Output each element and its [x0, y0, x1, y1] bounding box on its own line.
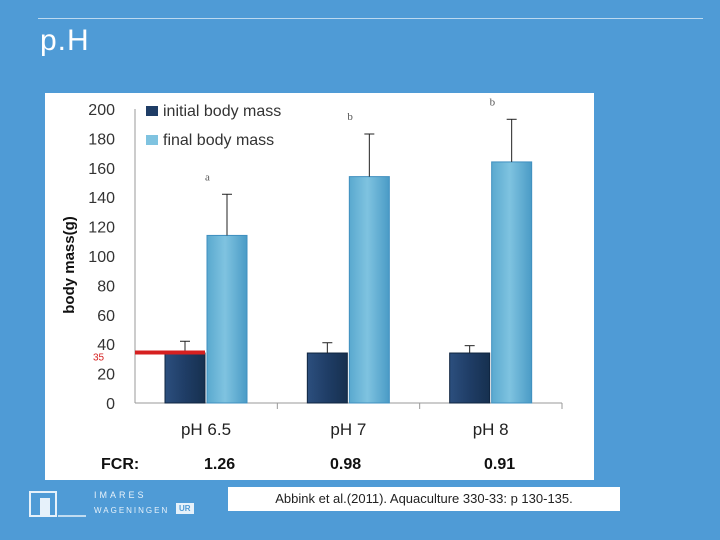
bar-chart: body mass(g) initial body mass final bod…: [61, 96, 563, 439]
y-tick-label: 80: [97, 278, 115, 295]
x-tick-label: pH 8: [473, 420, 509, 439]
bar-initial: [306, 352, 348, 404]
fcr-value-ph8: 0.91: [484, 456, 516, 473]
y-tick-label: 40: [97, 337, 115, 354]
y-tick-label: 60: [97, 308, 115, 325]
slide-title: p.H: [40, 24, 90, 57]
fcr-label: FCR:: [101, 456, 140, 473]
logo-name: IMARES: [94, 490, 147, 500]
legend-label-final: final body mass: [163, 132, 274, 149]
bar-initial: [449, 352, 491, 404]
significance-letter: a: [205, 171, 210, 183]
x-tick-label: pH 7: [330, 420, 366, 439]
y-tick-label: 120: [88, 220, 115, 237]
y-axis-label: body mass(g): [61, 216, 78, 314]
significance-letter: b: [490, 96, 496, 108]
x-tick-label: pH 6.5: [181, 420, 231, 439]
y-tick-label: 20: [97, 367, 115, 384]
bar-final: [348, 176, 390, 404]
logo-badge: UR: [176, 503, 194, 514]
fcr-value-ph7: 0.98: [330, 456, 362, 473]
y-tick-label: 200: [88, 102, 115, 119]
fcr-value-ph65: 1.26: [204, 456, 236, 473]
bar-final: [206, 234, 248, 404]
y-tick-label: 100: [88, 249, 115, 266]
y-tick-label: 140: [88, 190, 115, 207]
legend-label-initial: initial body mass: [163, 103, 281, 120]
y-tick-label: 0: [106, 396, 115, 413]
legend-swatch-final: [146, 135, 158, 145]
plot-area: 0 20 40 60 80 100 120 140 160 180 200 pH 6.5 a pH 7 b p…: [88, 96, 563, 439]
y-tick-label: 160: [88, 161, 115, 178]
legend-swatch-initial: [146, 106, 158, 116]
citation: Abbink et al.(2011). Aquaculture 330-33:…: [228, 487, 620, 511]
imares-logo: IMARES WAGENINGEN UR: [28, 486, 200, 522]
logo-sub: WAGENINGEN: [94, 506, 170, 515]
significance-letter: b: [347, 111, 353, 123]
bar-final: [491, 161, 533, 404]
chart-panel: body mass(g) initial body mass final bod…: [45, 93, 594, 480]
y-tick-label: 180: [88, 131, 115, 148]
reference-line-label: 35: [93, 353, 105, 364]
logo-mark-icon: [29, 491, 86, 517]
title-underline: [38, 18, 703, 19]
bar-initial: [164, 352, 206, 404]
